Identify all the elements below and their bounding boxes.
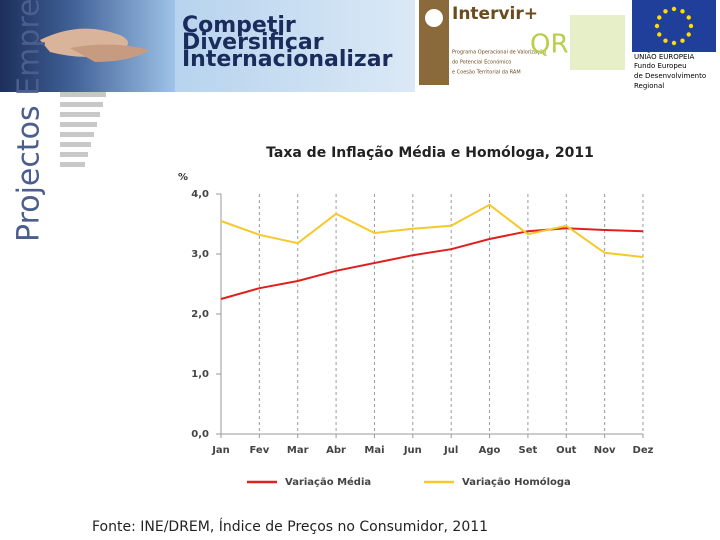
x-tick-label: Jul [443,445,458,456]
banner-text: Diversificar [182,30,324,55]
y-tick-label: 0,0 [191,429,209,440]
stripe [60,92,106,97]
intervir-title: Intervir+ [452,4,538,24]
legend-label: Variação Homóloga [462,476,571,488]
intervir-text: e Coesão Territorial da RAM [452,70,521,76]
eu-star [671,40,677,46]
chart-title: Taxa de Inflação Média e Homóloga, 2011 [266,145,594,161]
intervir-figure [425,9,443,27]
eu-star [657,32,662,37]
x-tick-label: Fev [249,445,269,456]
legend-label: Variação Média [285,476,371,488]
eu-star [671,6,677,12]
stripe [60,112,100,117]
eu-star [686,15,691,20]
stripe [60,152,88,157]
y-tick-label: 2,0 [191,309,209,320]
x-tick-label: Dez [633,445,654,456]
source: Fonte: INE/DREM, Índice de Preços no Con… [92,518,488,535]
eu-star [688,23,694,29]
x-tick-label: Ago [479,445,501,456]
hands [70,44,150,62]
eu-text: Fundo Europeu [634,62,687,70]
y-tick-label: 3,0 [191,249,209,260]
stripe [60,142,91,147]
stripe [60,122,97,127]
eu-star [663,38,668,43]
eu-text: UNIÃO EUROPEIA [634,52,694,61]
intervir-text: Programa Operacional de Valorização [452,50,546,56]
y-axis-label: % [178,172,188,183]
banner-bg [175,0,415,92]
banner-text: Internacionalizar [182,47,393,72]
banner-text: Competir [182,13,296,38]
eu-text: Regional [634,82,664,90]
stripe [60,102,103,107]
x-tick-label: Nov [594,445,616,456]
side-title: Projectos Empresariais [12,0,47,242]
y-tick-label: 4,0 [191,189,209,200]
eu-star [686,32,691,37]
x-tick-label: Mai [364,445,384,456]
stripe [60,162,85,167]
x-tick-label: Out [556,445,577,456]
eu-star [680,38,685,43]
side-stripes [60,92,106,167]
x-tick-label: Jan [211,445,230,456]
eu-star [657,15,662,20]
eu-star [663,9,668,14]
series-line [220,227,644,300]
x-tick-label: Set [519,445,538,456]
series-line [220,203,644,258]
eu-text: de Desenvolvimento [634,72,706,80]
x-tick-label: Abr [326,445,346,456]
y-tick-label: 1,0 [191,369,209,380]
eu-stars [654,6,694,46]
qren-text-block [570,15,625,70]
eu-star [654,23,660,29]
eu-star [680,9,685,14]
plot: 0,0 1,0 2,0 3,0 4,0 Jan Fev Mar Abr Mai Jun Jul Ago S… [191,189,653,488]
intervir-text: do Potencial Económico [452,59,511,66]
stripe [60,132,94,137]
x-tick-label: Jun [403,445,422,456]
x-tick-label: Mar [287,445,309,456]
